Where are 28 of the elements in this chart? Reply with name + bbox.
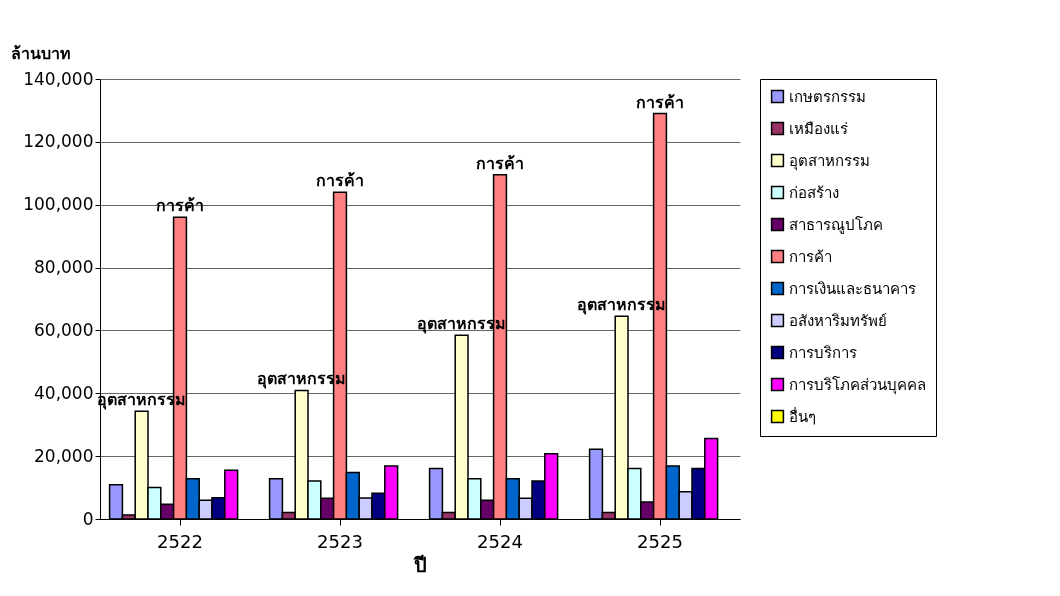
data-label: การค้า	[316, 171, 364, 191]
y-tick-label: 100,000	[23, 194, 94, 215]
x-tick-label: 2523	[317, 530, 363, 552]
y-tick-label: 40,000	[34, 382, 94, 403]
legend-label: อื่นๆ	[789, 405, 816, 426]
x-axis-title: ปี	[413, 552, 427, 577]
data-label: การค้า	[476, 153, 524, 173]
legend-label: สาธารณูปโภค	[789, 215, 883, 234]
y-tick-label: 60,000	[34, 319, 94, 340]
x-tick-label: 2522	[157, 530, 203, 552]
x-tick-label: 2524	[477, 530, 523, 552]
y-tick-label: 140,000	[23, 68, 94, 89]
legend-label: อุตสาหกรรม	[789, 151, 870, 171]
y-tick-label: 20,000	[34, 445, 94, 466]
data-label: การค้า	[636, 92, 684, 112]
legend-label: การเงินและธนาคาร	[789, 279, 916, 298]
legend-label: ก่อสร้าง	[789, 183, 839, 202]
legend-label: เหมืองแร่	[789, 119, 848, 138]
y-tick-label: 120,000	[23, 131, 94, 152]
legend-label: การบริโภคส่วนบุคคล	[789, 375, 926, 395]
legend-label: การบริการ	[789, 343, 857, 362]
legend-label: เกษตรกรรม	[789, 87, 866, 106]
y-tick-label: 0	[82, 508, 94, 529]
y-axis-title: ล้านบาท	[10, 43, 71, 63]
x-tick-label: 2525	[637, 530, 683, 552]
y-tick-label: 80,000	[34, 257, 94, 278]
legend-label: อสังหาริมทรัพย์	[789, 311, 887, 330]
legend-label: การค้า	[789, 247, 832, 266]
